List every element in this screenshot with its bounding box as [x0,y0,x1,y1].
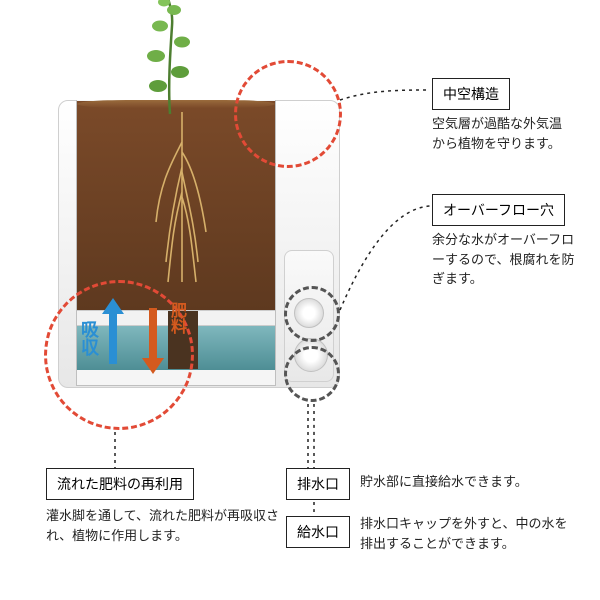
callout-circle-hollow [234,60,342,168]
plant [140,0,200,116]
overflow-desc: 余分な水がオーバーフローするので、根腐れを防ぎます。 [432,230,578,289]
inlet-title-box: 給水口 [286,516,350,548]
callout-circle-overflow [284,286,340,342]
drain-title-box: 排水口 [286,468,350,500]
hollow-title-box: 中空構造 [432,78,510,110]
fertilizer-label: 肥料 [164,302,188,334]
reuse-title-box: 流れた肥料の再利用 [46,468,194,500]
drain-desc: 貯水部に直接給水できます。 [360,472,570,492]
absorb-arrow-group [100,298,126,377]
inlet-desc: 排水口キャップを外すと、中の水を排出することができます。 [360,514,580,553]
roots [152,112,212,292]
reuse-desc: 灌水脚を通して、流れた肥料が再吸収され、植物に作用します。 [46,506,286,545]
overflow-title-box: オーバーフロー穴 [432,194,565,226]
fertilizer-arrow-group [140,302,166,381]
absorb-label: 吸収 [76,320,102,356]
callout-circle-inlet [284,346,340,402]
hollow-desc: 空気層が過酷な外気温から植物を守ります。 [432,114,572,153]
